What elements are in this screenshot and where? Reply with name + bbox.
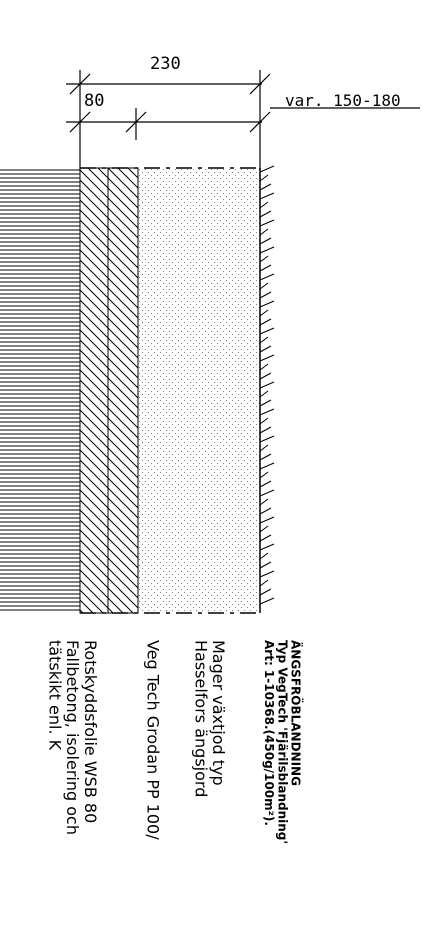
label-membrane-line3: tätskikt enl. K	[45, 640, 65, 751]
grass-tick	[259, 327, 275, 335]
grass-tick	[259, 381, 275, 389]
grass-tick	[259, 345, 272, 353]
grass-tick	[259, 300, 275, 308]
grass-tick	[259, 561, 272, 569]
grass-tick	[259, 525, 269, 533]
dimension-total: 230	[150, 54, 181, 74]
grass-tick	[259, 444, 269, 452]
grass-tick	[259, 174, 269, 182]
grass-tick	[259, 480, 272, 488]
label-membrane-line2: Fallbetong, isolering och	[63, 640, 83, 835]
grass-tick	[259, 507, 272, 515]
grass-tick	[259, 462, 275, 470]
grass-tick	[259, 408, 275, 416]
dimension-lines	[66, 70, 420, 170]
grass-tick	[259, 417, 269, 425]
section-breaks	[80, 167, 260, 614]
dimension-variable: var. 150-180	[285, 91, 401, 110]
label-seed-mix-line3: Art: 1-10368.(450g/100m²).	[262, 640, 277, 826]
label-soil: Mager växtjod typ Hasselfors ängsjord	[191, 640, 229, 798]
grass-tick	[259, 201, 269, 209]
grass-tick	[259, 399, 272, 407]
grass-tick	[259, 246, 275, 254]
grass-tick	[259, 579, 269, 587]
grass-tick	[259, 255, 269, 263]
label-soil-line1: Mager växtjod typ	[209, 640, 229, 786]
label-seed-mix-line1: ÄNGSFRÖBLANDNING	[288, 640, 303, 786]
grass-tick	[259, 273, 275, 281]
grass-tick	[259, 210, 272, 218]
grass-tick	[259, 597, 275, 605]
grass-tick	[259, 516, 275, 524]
label-drain: Veg Tech Grodan PP 100/	[143, 640, 163, 840]
grass-tick	[259, 336, 269, 344]
grass-tick	[259, 435, 275, 443]
layer-soil	[138, 168, 260, 613]
grass-tick	[259, 219, 275, 227]
grass-tick	[259, 165, 275, 173]
grass-tick	[259, 309, 269, 317]
grass-tick	[259, 498, 269, 506]
grass-tick	[259, 291, 272, 299]
grass-tick	[259, 534, 272, 542]
grass-tick	[259, 489, 275, 497]
label-seed-mix: ÄNGSFRÖBLANDNING Typ VegTech 'Fjärilsbla…	[262, 640, 302, 844]
grass-tick	[259, 237, 272, 245]
grass-tick	[259, 318, 272, 326]
grass-tick	[259, 570, 275, 578]
label-drain-line1: Veg Tech Grodan PP 100/	[143, 640, 163, 840]
layer-membrane	[79, 167, 109, 614]
grass-tick	[259, 426, 272, 434]
label-membrane-line1: Rotskyddsfolie WSB 80	[80, 640, 100, 824]
grass-tick	[259, 192, 275, 200]
grass-tick	[259, 471, 269, 479]
grass-ticks	[259, 165, 275, 605]
layer-drain	[107, 167, 139, 614]
grass-tick	[259, 354, 275, 362]
label-seed-mix-line2: Typ VegTech 'Fjärilsblandning'	[275, 640, 290, 845]
grass-tick	[259, 183, 272, 191]
layer-paving	[0, 168, 80, 613]
grass-tick	[259, 372, 272, 380]
grass-tick	[259, 552, 269, 560]
dimension-first: 80	[84, 91, 105, 111]
grass-tick	[259, 228, 269, 236]
label-membrane: Rotskyddsfolie WSB 80 Fallbetong, isoler…	[45, 640, 100, 835]
grass-tick	[259, 282, 269, 290]
grass-tick	[259, 363, 269, 371]
grass-tick	[259, 588, 272, 596]
grass-tick	[259, 543, 275, 551]
label-soil-line2: Hasselfors ängsjord	[191, 640, 211, 798]
grass-tick	[259, 390, 269, 398]
grass-tick	[259, 264, 272, 272]
grass-tick	[259, 453, 272, 461]
